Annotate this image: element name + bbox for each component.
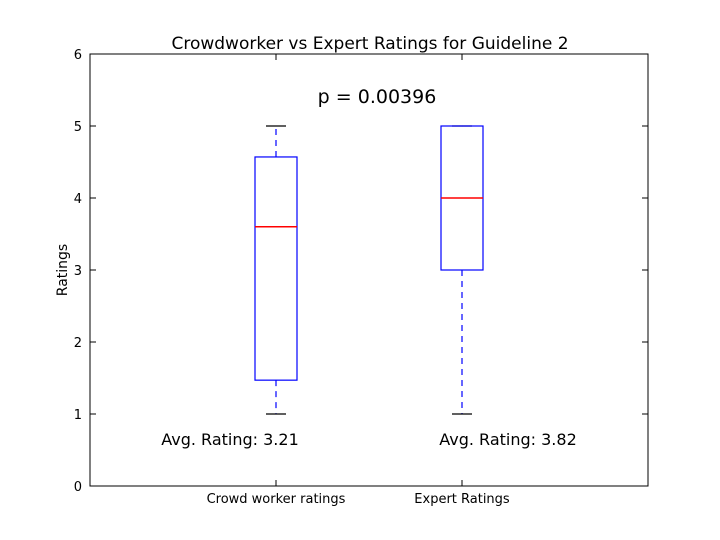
box-0 [254, 125, 298, 415]
y-tick-label-2: 2 [74, 336, 82, 351]
boxes-group [254, 125, 484, 415]
box-1 [440, 125, 484, 415]
box-rect-0 [254, 156, 298, 381]
x-tick-label-1: Expert Ratings [414, 492, 510, 507]
x-tick-label-0: Crowd worker ratings [207, 492, 346, 507]
y-tick-label-3: 3 [74, 264, 82, 279]
y-tick-label-1: 1 [74, 408, 82, 423]
y-axis: 0 1 2 3 4 5 6 [74, 48, 648, 495]
y-tick-label-6: 6 [74, 48, 82, 63]
y-tick-label-5: 5 [74, 120, 82, 135]
y-tick-label-4: 4 [74, 192, 82, 207]
chart-title: Crowdworker vs Expert Ratings for Guidel… [171, 34, 568, 54]
avg-rating-expert: Avg. Rating: 3.82 [439, 430, 577, 449]
avg-rating-crowd: Avg. Rating: 3.21 [161, 430, 299, 449]
y-axis-label: Ratings [55, 244, 71, 296]
x-axis: Crowd worker ratings Expert Ratings [207, 54, 510, 507]
y-tick-label-0: 0 [74, 480, 82, 495]
p-value-annotation: p = 0.00396 [318, 86, 437, 108]
plot-area-frame [89, 53, 649, 487]
